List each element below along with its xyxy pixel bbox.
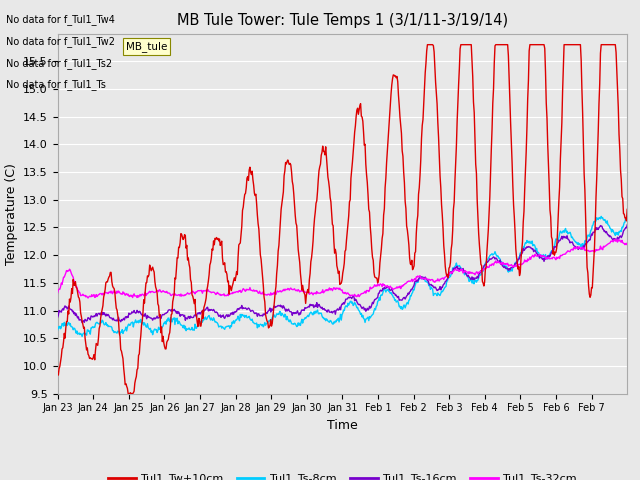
Legend: Tul1_Tw+10cm, Tul1_Ts-8cm, Tul1_Ts-16cm, Tul1_Ts-32cm: Tul1_Tw+10cm, Tul1_Ts-8cm, Tul1_Ts-16cm,… [103,469,582,480]
Y-axis label: Temperature (C): Temperature (C) [4,163,17,264]
Text: No data for f_Tul1_Tw2: No data for f_Tul1_Tw2 [6,36,115,47]
Text: No data for f_Tul1_Tw4: No data for f_Tul1_Tw4 [6,14,115,25]
Text: No data for f_Tul1_Ts: No data for f_Tul1_Ts [6,79,106,90]
Text: MB_tule: MB_tule [126,41,167,52]
Text: No data for f_Tul1_Ts2: No data for f_Tul1_Ts2 [6,58,113,69]
Title: MB Tule Tower: Tule Temps 1 (3/1/11-3/19/14): MB Tule Tower: Tule Temps 1 (3/1/11-3/19… [177,13,508,28]
X-axis label: Time: Time [327,419,358,432]
